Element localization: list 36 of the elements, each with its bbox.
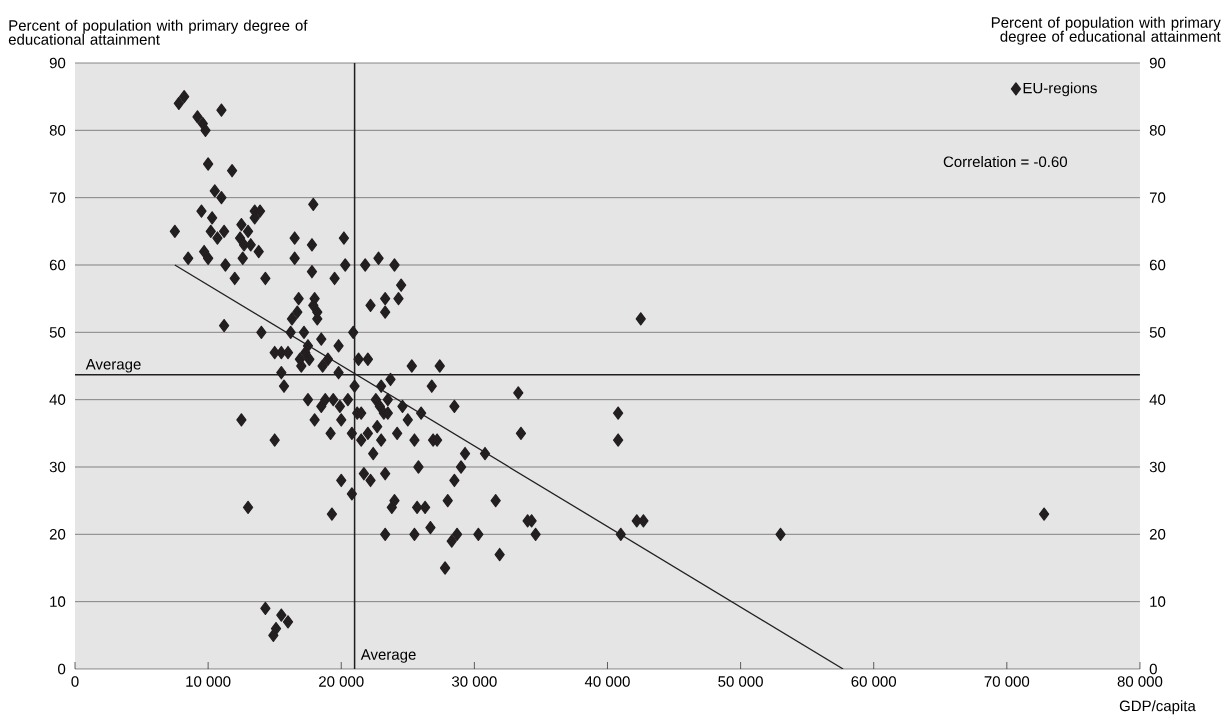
y-tick-label: 20: [49, 529, 66, 540]
y-axis-title: Percent of population with primary degree of educational attainment: [8, 19, 308, 45]
ref-line-label: Average: [85, 359, 141, 373]
x-tick-label: 30 000: [451, 676, 497, 687]
legend-label: EU-regions: [1023, 82, 1097, 97]
x-tick-label: 0: [71, 676, 79, 687]
y2-axis-title: Percent of population with primary degree of educational attainment: [991, 16, 1221, 45]
x-tick-label: 70 000: [984, 676, 1030, 687]
y-tick-label: 50: [49, 327, 66, 338]
y-tick-label: 70: [49, 192, 66, 203]
x-tick-label: 40 000: [584, 676, 630, 687]
y2-tick-label: 40: [1149, 394, 1166, 405]
y-tick-label: 0: [58, 663, 66, 675]
ref-line-label: Average: [360, 649, 416, 663]
y2-tick-label: 90: [1149, 57, 1166, 69]
y2-tick-label: 50: [1149, 327, 1166, 338]
y2-tick-label: 0: [1149, 663, 1157, 675]
y-tick-label: 80: [49, 125, 66, 136]
y-tick-label: 30: [49, 461, 66, 473]
y-tick-label: 40: [49, 394, 66, 405]
x-axis-title: GDP/capita: [1119, 700, 1196, 715]
y-tick-label: 90: [49, 57, 66, 69]
annotation: Correlation = -0.60: [943, 156, 1068, 168]
y-tick-label: 10: [50, 596, 66, 607]
y2-tick-label: 70: [1149, 192, 1166, 203]
y2-tick-label: 20: [1149, 529, 1166, 540]
x-tick-label: 20 000: [319, 676, 364, 687]
x-tick-label: 60 000: [851, 676, 897, 687]
y-tick-label: 60: [49, 259, 66, 271]
y2-tick-label: 10: [1150, 596, 1166, 607]
x-tick-label: 50 000: [718, 676, 763, 687]
y2-tick-label: 30: [1149, 461, 1166, 473]
y2-tick-label: 60: [1149, 259, 1166, 271]
x-tick-label: 10 000: [186, 676, 231, 687]
y2-tick-label: 80: [1149, 125, 1166, 136]
x-tick-label: 80 000: [1117, 676, 1163, 687]
